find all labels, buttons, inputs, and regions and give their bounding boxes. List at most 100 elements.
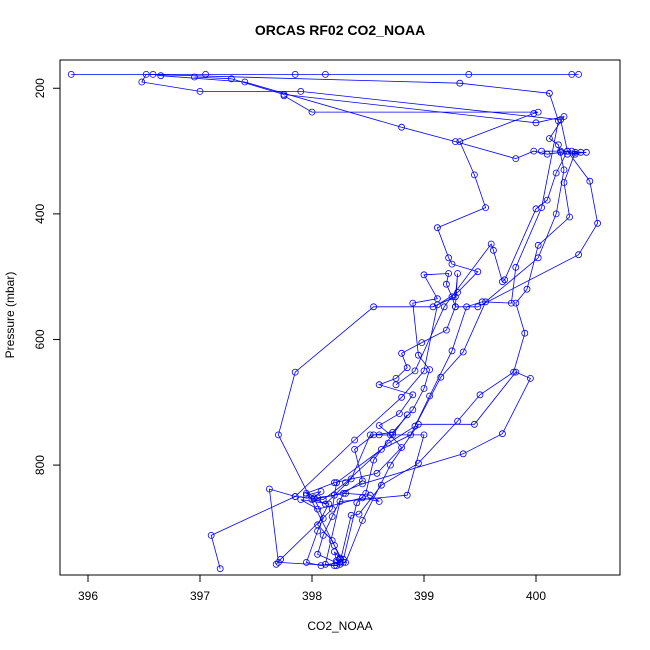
x-axis-label: CO2_NOAA: [307, 619, 372, 633]
data-point: [543, 196, 551, 204]
data-point: [523, 285, 531, 293]
data-point: [476, 391, 484, 399]
data-point: [330, 542, 338, 549]
data-point: [470, 420, 478, 428]
data-point: [375, 431, 383, 439]
data-point: [448, 260, 456, 268]
series-line: [194, 76, 565, 565]
data-point: [418, 339, 426, 347]
data-point: [451, 303, 459, 311]
data-point: [411, 367, 419, 375]
data-point: [459, 348, 467, 356]
data-point: [302, 489, 310, 497]
data-point: [398, 123, 406, 131]
data-point: [319, 532, 327, 539]
data-point: [489, 246, 497, 254]
data-point: [302, 491, 310, 499]
data-point: [465, 71, 473, 78]
data-point: [409, 406, 417, 414]
data-point: [594, 219, 601, 227]
data-point: [342, 559, 350, 566]
data-point: [347, 475, 355, 483]
data-point: [575, 251, 582, 259]
data-point: [207, 532, 215, 539]
data-point: [566, 213, 573, 221]
data-point: [577, 148, 585, 156]
data-point: [474, 303, 482, 311]
x-tick-label: 398: [302, 589, 322, 603]
data-point: [440, 303, 448, 311]
x-tick-label: 397: [190, 589, 210, 603]
data-point: [375, 422, 383, 429]
data-point: [362, 489, 370, 497]
data-point: [534, 108, 542, 116]
data-point: [342, 479, 350, 487]
data-point: [564, 147, 571, 155]
data-point: [403, 411, 411, 419]
data-point: [512, 299, 520, 307]
data-point: [586, 177, 594, 185]
data-point: [507, 299, 515, 307]
data-point: [330, 491, 338, 499]
data-point: [274, 431, 282, 439]
data-point: [314, 527, 322, 535]
data-point: [308, 108, 316, 116]
series-5: [392, 147, 585, 389]
data-point: [552, 169, 560, 177]
data-point: [409, 299, 417, 307]
data-point: [149, 71, 157, 78]
data-point: [297, 88, 305, 95]
plot-frame: [59, 59, 621, 576]
data-point: [330, 479, 338, 487]
data-point: [532, 205, 540, 213]
data-point: [448, 347, 456, 355]
data-point: [339, 489, 347, 497]
x-tick-label: 399: [414, 589, 434, 603]
data-point: [560, 166, 568, 174]
data-point: [398, 393, 406, 401]
data-point: [442, 280, 450, 288]
data-point: [448, 293, 456, 301]
data-point: [265, 485, 273, 493]
data-point: [333, 479, 341, 487]
data-point: [366, 431, 374, 439]
data-point: [328, 513, 336, 520]
data-point: [414, 459, 422, 467]
x-tick-label: 400: [526, 589, 546, 603]
data-point: [546, 89, 553, 97]
data-point: [227, 75, 235, 83]
series-6: [308, 368, 534, 569]
data-point: [196, 88, 204, 95]
data-point: [314, 550, 322, 558]
data-point: [442, 326, 450, 334]
data-point: [420, 367, 428, 375]
data-point: [512, 155, 520, 163]
data-point: [358, 494, 366, 502]
data-point: [386, 461, 394, 469]
plot-area: [67, 71, 601, 573]
data-point: [521, 329, 529, 337]
data-point: [568, 147, 576, 155]
data-point: [568, 71, 576, 78]
data-point: [308, 496, 316, 504]
data-point: [375, 498, 383, 505]
data-point: [482, 298, 490, 306]
data-point: [420, 385, 428, 392]
y-tick-label: 800: [33, 455, 47, 475]
data-point: [355, 510, 363, 518]
data-point: [546, 135, 553, 142]
data-point: [138, 78, 146, 86]
data-point: [433, 301, 441, 309]
data-point: [317, 562, 325, 569]
data-point: [358, 517, 366, 524]
data-point: [280, 92, 288, 100]
data-point: [302, 559, 310, 566]
data-point: [370, 303, 378, 311]
x-tick-label: 396: [78, 589, 98, 603]
data-point: [317, 488, 325, 495]
series-line: [311, 371, 531, 567]
data-point: [291, 493, 299, 500]
data-point: [389, 428, 397, 436]
data-point: [321, 71, 329, 78]
